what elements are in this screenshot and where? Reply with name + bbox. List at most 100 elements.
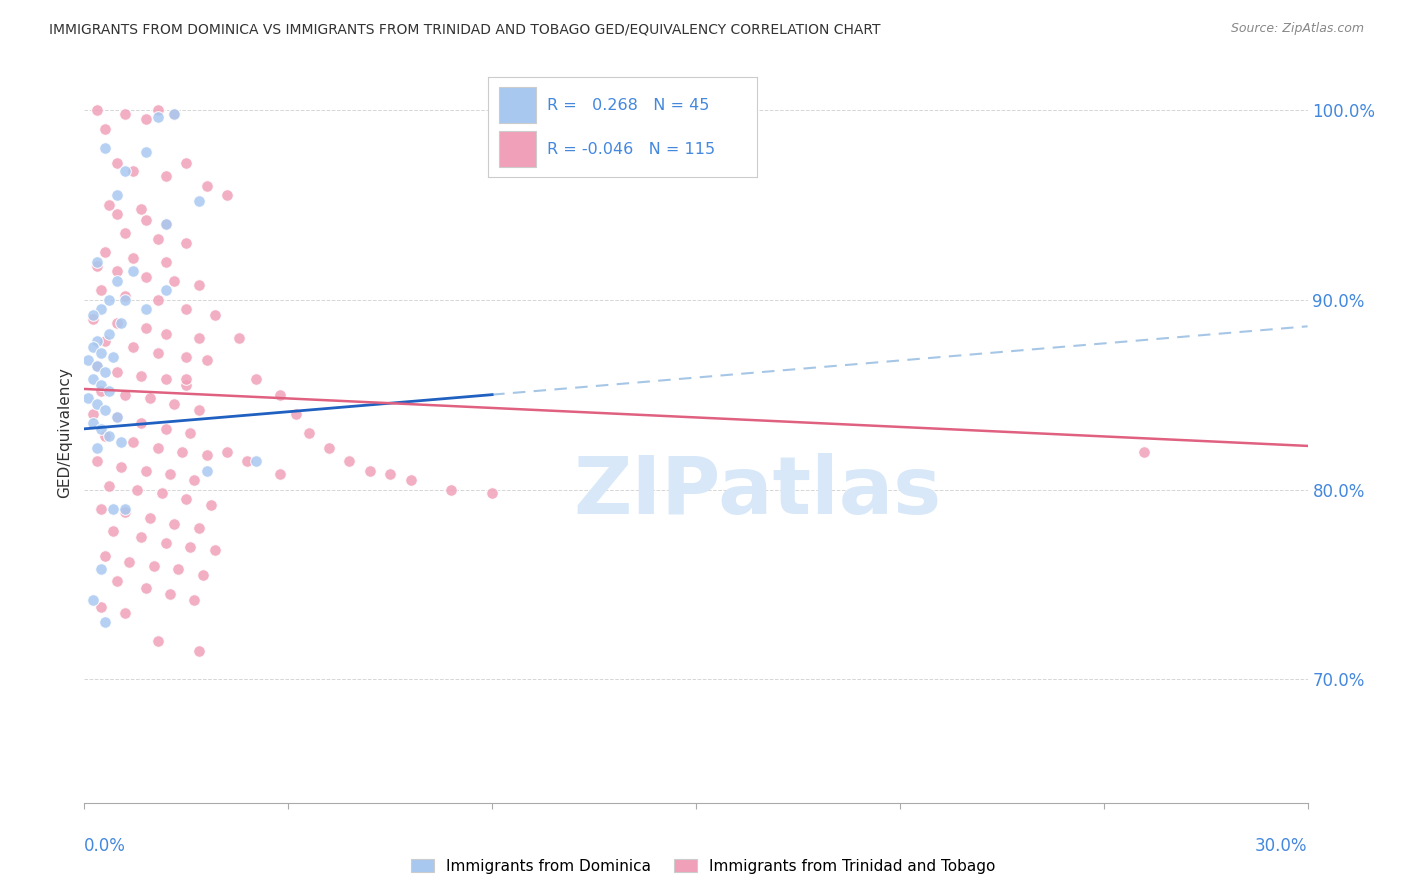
Text: IMMIGRANTS FROM DOMINICA VS IMMIGRANTS FROM TRINIDAD AND TOBAGO GED/EQUIVALENCY : IMMIGRANTS FROM DOMINICA VS IMMIGRANTS F… <box>49 22 880 37</box>
Point <box>105 274 128 288</box>
Point <box>114 106 136 120</box>
Point <box>86 254 108 268</box>
Point <box>163 397 186 411</box>
Point <box>138 392 160 406</box>
Point <box>187 277 209 292</box>
Point <box>131 416 153 430</box>
Point <box>135 302 157 317</box>
Point <box>122 251 145 265</box>
Point <box>163 516 186 531</box>
Point <box>131 530 153 544</box>
Point <box>101 501 124 516</box>
Point <box>269 467 291 482</box>
Point <box>163 274 186 288</box>
Point <box>191 568 214 582</box>
Point <box>82 308 104 322</box>
Point <box>86 334 108 349</box>
Point <box>245 372 267 386</box>
Point <box>90 302 112 317</box>
Point <box>174 156 197 170</box>
Point <box>101 350 124 364</box>
Point <box>97 326 120 341</box>
Point <box>146 634 169 648</box>
Point <box>110 459 132 474</box>
Point <box>114 606 136 620</box>
Point <box>399 473 422 487</box>
Point <box>90 378 112 392</box>
Point <box>97 293 120 307</box>
Point <box>135 145 157 159</box>
Point <box>187 402 209 417</box>
Point <box>174 378 197 392</box>
Point <box>82 592 104 607</box>
Point <box>82 416 104 430</box>
Point <box>86 259 108 273</box>
Point <box>380 467 402 482</box>
Point <box>155 169 177 184</box>
Point <box>155 326 177 341</box>
Point <box>200 498 222 512</box>
Point <box>183 592 205 607</box>
Point <box>77 353 100 368</box>
Point <box>105 207 128 221</box>
Point <box>90 501 112 516</box>
Point <box>86 359 108 374</box>
Point <box>93 365 115 379</box>
Point <box>174 491 197 506</box>
Point <box>105 410 128 425</box>
Point <box>195 449 218 463</box>
Point <box>195 353 218 368</box>
Point <box>204 543 226 558</box>
Point <box>90 384 112 398</box>
Point <box>135 321 157 335</box>
Point <box>97 479 120 493</box>
Point <box>110 435 132 450</box>
Point <box>174 302 197 317</box>
Point <box>90 422 112 436</box>
Point <box>93 245 115 260</box>
Point <box>138 511 160 525</box>
Point <box>101 524 124 539</box>
Point <box>93 402 115 417</box>
Point <box>187 644 209 658</box>
Point <box>179 540 201 554</box>
Point <box>86 454 108 468</box>
Point <box>77 392 100 406</box>
Point <box>339 454 361 468</box>
Point <box>90 600 112 615</box>
Point <box>150 486 173 500</box>
Point <box>1133 444 1156 458</box>
Point <box>146 441 169 455</box>
Point <box>82 372 104 386</box>
Point <box>122 435 145 450</box>
Point <box>135 269 157 284</box>
Point <box>93 615 115 630</box>
Point <box>114 163 136 178</box>
Point <box>82 311 104 326</box>
Point <box>105 365 128 379</box>
Point <box>440 483 463 497</box>
Point <box>105 574 128 588</box>
Point <box>163 106 186 120</box>
Point <box>146 111 169 125</box>
Point <box>146 103 169 117</box>
Point <box>97 198 120 212</box>
Point <box>228 331 250 345</box>
Point <box>97 384 120 398</box>
Point <box>155 217 177 231</box>
Point <box>155 283 177 297</box>
Point <box>142 558 165 573</box>
Point <box>114 505 136 519</box>
Point <box>285 407 308 421</box>
Point <box>131 202 153 216</box>
Point <box>359 464 381 478</box>
Point <box>122 264 145 278</box>
Point <box>135 582 157 596</box>
Point <box>114 387 136 401</box>
Point <box>105 264 128 278</box>
Point <box>97 429 120 443</box>
Point <box>167 562 190 576</box>
Point <box>122 163 145 178</box>
Point <box>146 293 169 307</box>
Point <box>135 112 157 127</box>
